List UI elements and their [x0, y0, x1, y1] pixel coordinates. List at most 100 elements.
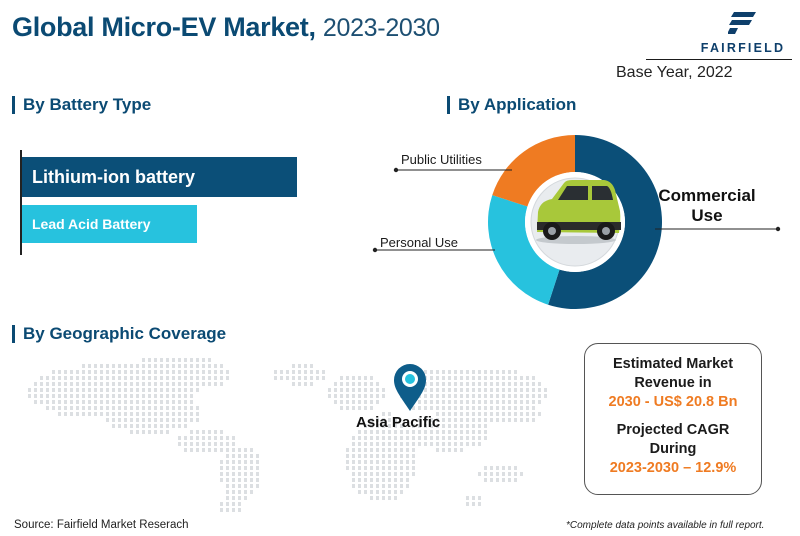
- map-dot: [538, 388, 541, 392]
- map-dot: [238, 478, 241, 482]
- map-dot: [226, 370, 229, 374]
- map-dot: [508, 418, 511, 422]
- map-dot: [154, 412, 157, 416]
- map-dot: [136, 400, 139, 404]
- map-dot: [154, 424, 157, 428]
- map-dot: [430, 424, 433, 428]
- map-dot: [466, 496, 469, 500]
- map-dot: [382, 418, 385, 422]
- map-dot: [424, 436, 427, 440]
- map-dot: [532, 412, 535, 416]
- map-dot: [352, 436, 355, 440]
- map-dot: [112, 376, 115, 380]
- map-dot: [130, 418, 133, 422]
- map-dot: [196, 448, 199, 452]
- map-dot: [472, 430, 475, 434]
- map-dot: [352, 394, 355, 398]
- map-dot: [70, 370, 73, 374]
- map-dot: [142, 406, 145, 410]
- map-dot: [382, 466, 385, 470]
- map-dot: [310, 364, 313, 368]
- map-dot: [178, 376, 181, 380]
- map-dot: [346, 466, 349, 470]
- map-dot: [442, 430, 445, 434]
- map-dot: [100, 382, 103, 386]
- map-dot: [142, 382, 145, 386]
- map-dot: [544, 388, 547, 392]
- map-dot: [526, 412, 529, 416]
- map-dot: [28, 394, 31, 398]
- map-dot: [166, 358, 169, 362]
- map-dot: [64, 412, 67, 416]
- map-dot: [286, 376, 289, 380]
- map-dot: [172, 364, 175, 368]
- map-dot: [250, 490, 253, 494]
- map-dot: [190, 358, 193, 362]
- map-dot: [358, 460, 361, 464]
- map-dot: [514, 406, 517, 410]
- map-dot: [76, 406, 79, 410]
- map-dot: [184, 364, 187, 368]
- label-commercial-use: Commercial Use: [652, 186, 762, 226]
- map-dot: [40, 394, 43, 398]
- micro-ev-car-icon: [536, 180, 621, 244]
- map-dot: [442, 424, 445, 428]
- map-dot: [352, 376, 355, 380]
- map-dot: [496, 478, 499, 482]
- map-dot: [166, 430, 169, 434]
- map-dot: [136, 412, 139, 416]
- bar-lead-acid: Lead Acid Battery: [22, 205, 197, 243]
- map-dot: [478, 430, 481, 434]
- map-dot: [418, 436, 421, 440]
- map-dot: [514, 382, 517, 386]
- map-dot: [454, 400, 457, 404]
- map-dot: [442, 406, 445, 410]
- map-dot: [232, 508, 235, 512]
- map-dot: [448, 370, 451, 374]
- map-dot: [352, 448, 355, 452]
- donut-slice-personal-use: [488, 195, 560, 305]
- map-dot: [520, 376, 523, 380]
- map-dot: [454, 412, 457, 416]
- map-dot: [82, 388, 85, 392]
- map-dot: [388, 436, 391, 440]
- map-dot: [334, 400, 337, 404]
- map-dot: [364, 466, 367, 470]
- map-dot: [136, 418, 139, 422]
- map-dot: [478, 436, 481, 440]
- map-dot: [382, 448, 385, 452]
- map-dot: [370, 430, 373, 434]
- map-dot: [226, 436, 229, 440]
- map-dot: [454, 418, 457, 422]
- map-dot: [442, 382, 445, 386]
- map-dot: [460, 412, 463, 416]
- map-dot: [400, 424, 403, 428]
- map-dot: [184, 400, 187, 404]
- map-dot: [154, 388, 157, 392]
- map-dot: [196, 412, 199, 416]
- map-dot: [136, 394, 139, 398]
- map-dot: [232, 502, 235, 506]
- title-main: Global Micro-EV Market,: [12, 12, 316, 42]
- map-dot: [478, 502, 481, 506]
- map-dot: [400, 484, 403, 488]
- map-dot: [394, 466, 397, 470]
- map-dot: [478, 400, 481, 404]
- map-dot: [124, 424, 127, 428]
- map-dot: [466, 376, 469, 380]
- map-dot: [490, 376, 493, 380]
- map-dot: [298, 364, 301, 368]
- map-dot: [64, 376, 67, 380]
- map-dot: [34, 382, 37, 386]
- map-dot: [154, 358, 157, 362]
- map-dot: [460, 376, 463, 380]
- map-dot: [88, 388, 91, 392]
- map-dot: [484, 370, 487, 374]
- map-dot: [376, 394, 379, 398]
- map-dot: [394, 472, 397, 476]
- map-dot: [46, 400, 49, 404]
- map-dot: [370, 394, 373, 398]
- map-dot: [514, 466, 517, 470]
- map-dot: [100, 364, 103, 368]
- map-dot: [154, 364, 157, 368]
